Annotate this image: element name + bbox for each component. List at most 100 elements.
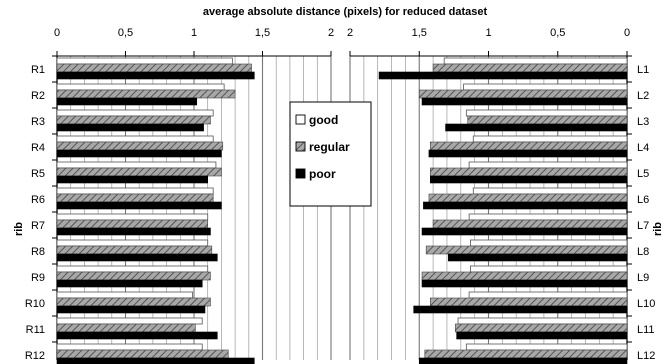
legend-label-regular: regular: [309, 140, 350, 154]
rib-label-l6: L6: [637, 194, 649, 206]
rib-label-l2: L2: [637, 90, 649, 102]
rib-label-r4: R4: [31, 142, 45, 154]
rib-label-l10: L10: [637, 298, 655, 310]
left-bar-l11-good: [457, 317, 628, 325]
left-bar-l2-regular: [418, 89, 628, 99]
right-y-axis-label: rib: [652, 222, 664, 236]
left-bar-l7-poor: [421, 227, 628, 236]
left-bar-l10-good: [468, 291, 628, 299]
left-tick-label-2: 1: [485, 27, 491, 39]
left-bar-l1-regular: [432, 63, 628, 73]
right-bar-r10-regular: [56, 297, 211, 307]
legend-label-good: good: [309, 113, 338, 127]
left-bar-l5-poor: [430, 175, 628, 184]
rib-label-l8: L8: [637, 246, 649, 258]
left-bar-l5-regular: [430, 167, 628, 177]
left-bar-l2-poor: [421, 97, 628, 106]
left-tick-label-1: 1,5: [412, 27, 427, 39]
rib-label-r5: R5: [31, 168, 45, 180]
right-bar-r3-poor: [56, 123, 204, 132]
right-bar-r9-regular: [56, 271, 211, 281]
left-bar-l3-good: [465, 109, 628, 117]
right-bar-r2-poor: [56, 97, 198, 106]
right-bar-r6-good: [56, 187, 214, 195]
left-bar-l7-regular: [432, 219, 628, 229]
left-bar-l6-good: [472, 187, 628, 195]
rib-label-r6: R6: [31, 194, 45, 206]
right-bar-r1-regular: [56, 63, 252, 73]
rib-label-r7: R7: [31, 220, 45, 232]
rib-label-l1: L1: [637, 64, 649, 76]
right-bar-r11-poor: [56, 331, 218, 340]
right-bar-r10-good: [56, 291, 194, 299]
left-bar-l10-poor: [413, 305, 628, 314]
legend-items: good regular poor: [295, 113, 350, 181]
right-bar-r5-poor: [56, 175, 208, 184]
right-bar-r3-regular: [56, 115, 211, 125]
legend-swatch-poor: [295, 168, 306, 179]
right-bar-r8-regular: [56, 245, 213, 255]
left-bar-l10-regular: [430, 297, 628, 307]
rib-label-r2: R2: [31, 90, 45, 102]
left-bar-l11-regular: [454, 323, 628, 333]
right-bar-r4-good: [56, 135, 214, 143]
left-bar-l3-regular: [467, 115, 628, 125]
right-bar-r3-good: [56, 109, 214, 117]
left-bar-l9-poor: [421, 279, 628, 288]
legend-label-poor: poor: [309, 167, 336, 181]
right-bar-r2-regular: [56, 89, 236, 99]
rib-label-l11: L11: [637, 324, 655, 336]
right-tick-label-1: 0,5: [118, 27, 133, 39]
left-bar-l8-regular: [425, 245, 628, 255]
left-bar-l11-poor: [456, 331, 628, 340]
left-bar-l12-regular: [424, 349, 628, 359]
legend-swatch-good: [295, 114, 306, 125]
rib-label-l12: L12: [637, 350, 655, 362]
right-bar-r4-poor: [56, 149, 222, 158]
left-bar-l12-poor: [418, 357, 628, 364]
rib-label-l9: L9: [637, 272, 649, 284]
legend-swatch-regular: [295, 141, 306, 152]
x-axis-tick-labels: 0 0,5 1 1,5 2 2 1,5 1 0,5 0: [54, 27, 630, 39]
right-bar-r6-regular: [56, 193, 214, 203]
rib-label-l4: L4: [637, 142, 649, 154]
right-bar-r12-regular: [56, 349, 229, 359]
right-tick-label-4: 2: [328, 27, 334, 39]
rib-label-l7: L7: [637, 220, 649, 232]
right-bar-r2-good: [56, 83, 225, 91]
right-bar-r1-good: [56, 57, 233, 65]
right-tick-label-2: 1: [191, 27, 197, 39]
right-tick-label-0: 0: [54, 27, 60, 39]
left-bar-l4-good: [472, 135, 628, 143]
right-bar-r8-poor: [56, 253, 218, 262]
left-panel-bars: [378, 57, 628, 364]
left-bar-l1-good: [443, 57, 628, 65]
right-bar-r10-poor: [56, 305, 206, 314]
right-bar-r8-good: [56, 239, 209, 247]
right-bar-r1-poor: [56, 71, 255, 80]
right-bar-r5-good: [56, 161, 217, 169]
right-panel-bars: [56, 57, 255, 364]
left-y-axis-label: rib: [13, 222, 25, 236]
left-bar-l4-poor: [428, 149, 628, 158]
left-bar-l4-regular: [430, 141, 628, 151]
left-bar-l2-good: [463, 83, 628, 91]
left-tick-label-3: 0,5: [550, 27, 565, 39]
rib-label-r10: R10: [25, 298, 45, 310]
series-legend: good regular poor: [289, 101, 372, 207]
right-bar-r4-regular: [56, 141, 224, 151]
right-bar-r9-poor: [56, 279, 203, 288]
right-bar-r12-poor: [56, 357, 255, 364]
rib-label-r9: R9: [31, 272, 45, 284]
left-tick-label-0: 2: [347, 27, 353, 39]
chart-title: average absolute distance (pixels) for r…: [203, 6, 488, 18]
rib-label-r3: R3: [31, 116, 45, 128]
left-bar-l8-poor: [448, 253, 628, 262]
right-bar-r12-good: [56, 343, 203, 351]
rib-label-r12: R12: [25, 350, 45, 362]
right-bar-r9-good: [56, 265, 209, 273]
left-bar-l7-good: [468, 213, 628, 221]
left-bar-l6-regular: [428, 193, 628, 203]
